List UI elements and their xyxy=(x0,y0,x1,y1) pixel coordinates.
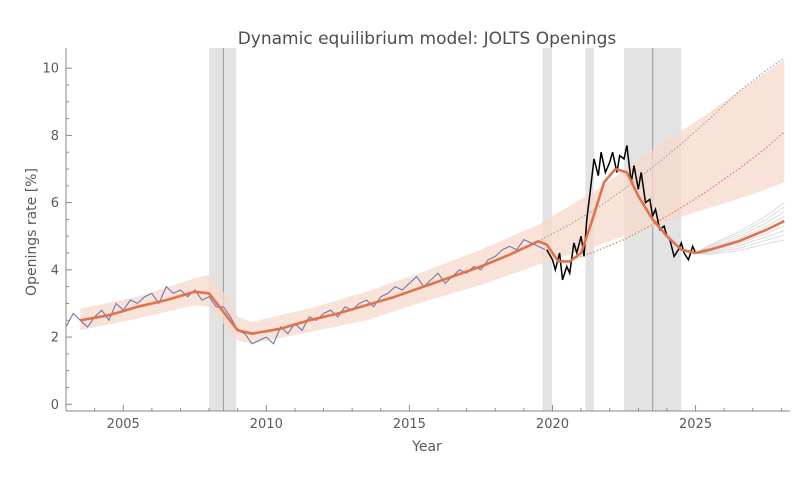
confidence-band-layer xyxy=(80,59,785,344)
x-tick-label: 2015 xyxy=(393,417,426,432)
forecast-spread-line xyxy=(695,234,785,254)
chart-title: Dynamic equilibrium model: JOLTS Opening… xyxy=(238,29,617,49)
y-axis-label: Openings rate [%] xyxy=(24,168,40,296)
y-tick-label: 0 xyxy=(51,398,59,413)
x-tick-label: 2005 xyxy=(107,417,140,432)
series-model xyxy=(80,167,785,335)
axes-layer: 2005 2010 2015 2020 2025 0 2 4 6 8 10 xyxy=(42,48,790,432)
x-tick-label: 2020 xyxy=(536,417,569,432)
series-jolts-recent xyxy=(546,145,697,281)
recession-band-1 xyxy=(209,48,237,411)
x-tick-label: 2025 xyxy=(679,417,712,432)
y-tick-label: 4 xyxy=(51,263,59,278)
forecast-spread-line xyxy=(695,211,785,254)
data-layer xyxy=(65,145,785,345)
model-confidence-band xyxy=(80,59,785,344)
y-tick-label: 10 xyxy=(42,62,59,77)
counterfactual-gray-line xyxy=(537,57,785,242)
forecast-spread-line xyxy=(695,206,785,254)
forecast-spread-line xyxy=(695,201,785,254)
forecast-spread-line xyxy=(695,239,785,255)
x-tick-label: 2010 xyxy=(250,417,283,432)
forecast-spread-line xyxy=(695,230,785,254)
x-axis-label: Year xyxy=(411,439,442,455)
y-tick-label: 2 xyxy=(51,331,59,346)
y-tick-label: 6 xyxy=(51,196,59,211)
y-tick-label: 8 xyxy=(51,129,59,144)
counterfactual-orange-line xyxy=(566,131,785,263)
